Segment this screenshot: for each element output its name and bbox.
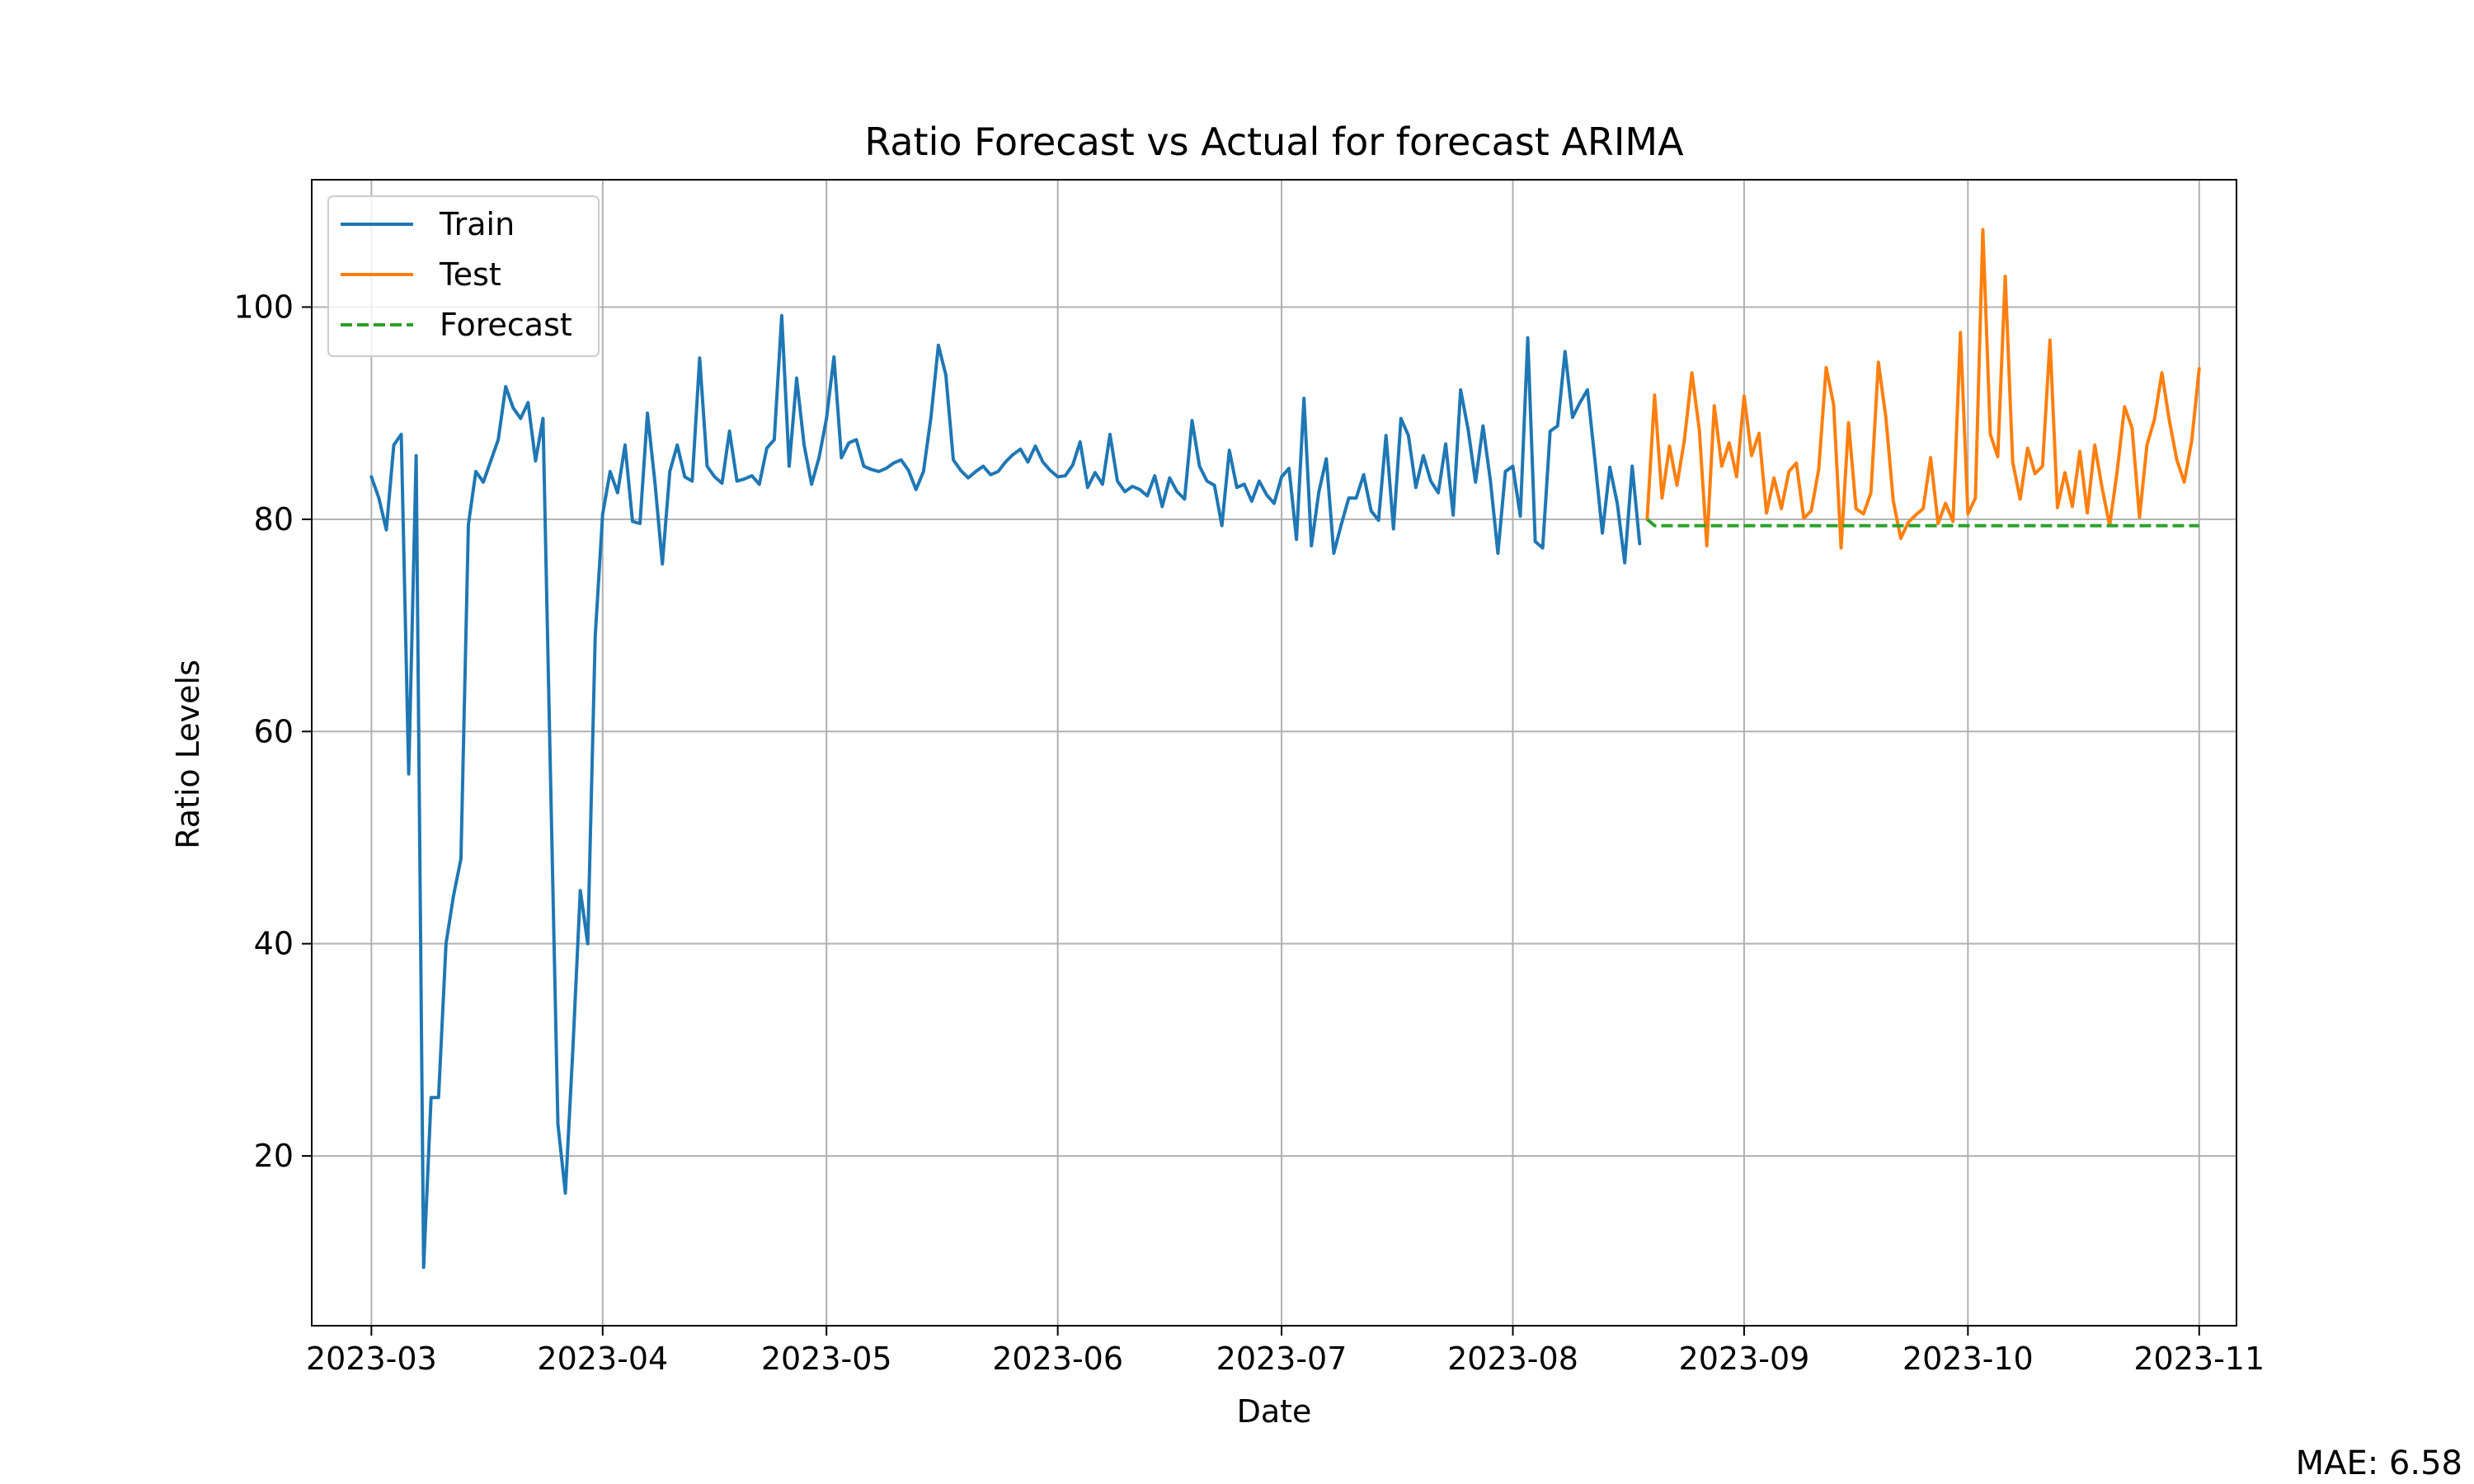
series-line-forecast [1646, 518, 2199, 528]
series-line-train [369, 313, 1642, 1270]
x-tick-label: 2023-04 [537, 1341, 668, 1377]
series-layer [369, 228, 2201, 1270]
y-tick-label: 80 [254, 501, 294, 538]
x-tick-label: 2023-05 [761, 1341, 892, 1377]
legend-label-forecast: Forecast [440, 307, 572, 343]
y-tick-label: 20 [254, 1138, 294, 1174]
chart-title: Ratio Forecast vs Actual for forecast AR… [864, 120, 1684, 164]
y-tick-label: 40 [254, 926, 294, 962]
y-axis: 20 40 60 80 100 [233, 289, 312, 1174]
x-tick-label: 2023-09 [1679, 1341, 1810, 1377]
y-axis-label: Ratio Levels [170, 660, 206, 849]
plot-frame [311, 179, 2237, 1327]
legend: Train Test Forecast [327, 195, 600, 357]
x-tick-label: 2023-03 [306, 1341, 437, 1377]
series-line-test [1645, 228, 2201, 550]
x-tick-label: 2023-07 [1216, 1341, 1348, 1377]
mae-annotation: MAE: 6.58 [2295, 1444, 2462, 1482]
x-tick-label: 2023-10 [1903, 1341, 2034, 1377]
legend-box [327, 195, 600, 357]
x-axis-label: Date [1237, 1393, 1312, 1430]
x-tick-label: 2023-08 [1447, 1341, 1578, 1377]
y-tick-label: 100 [233, 289, 294, 325]
x-axis: 2023-03 2023-04 2023-05 2023-06 2023-07 2023-… [306, 1326, 2265, 1377]
x-tick-label: 2023-11 [2133, 1341, 2265, 1377]
x-tick-label: 2023-06 [992, 1341, 1123, 1377]
legend-label-train: Train [439, 206, 515, 242]
legend-label-test: Test [439, 256, 501, 293]
y-tick-label: 60 [254, 713, 294, 749]
